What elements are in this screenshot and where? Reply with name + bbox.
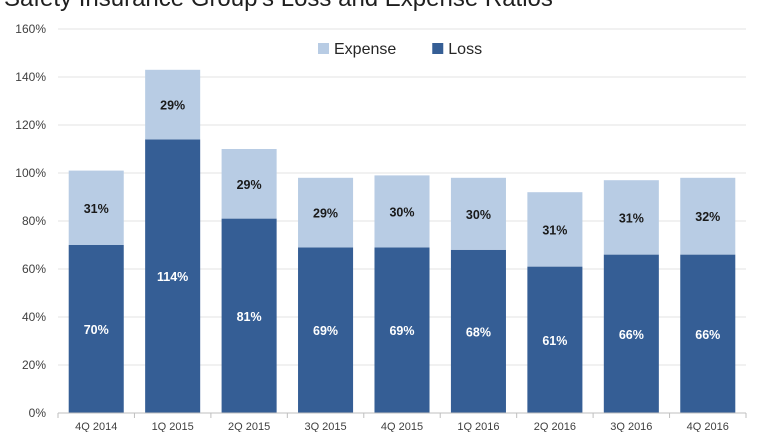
bar-loss [374, 247, 430, 413]
data-label-expense: 31% [84, 202, 109, 216]
y-tick-label: 0% [29, 406, 47, 420]
bar-expense [68, 170, 124, 245]
x-tick-label: 2Q 2015 [228, 421, 270, 432]
data-label-expense: 30% [389, 205, 414, 219]
data-label-expense: 29% [237, 178, 262, 192]
y-tick-label: 20% [22, 358, 46, 372]
legend-label-expense: Expense [334, 41, 396, 58]
bar-expense [527, 192, 583, 267]
bar-loss [450, 249, 506, 413]
y-tick-label: 140% [15, 70, 46, 84]
data-label-loss: 114% [157, 270, 188, 284]
data-label-loss: 69% [313, 324, 338, 338]
bar-loss [298, 247, 354, 413]
data-label-loss: 61% [542, 334, 567, 348]
data-label-expense: 30% [466, 208, 491, 222]
bar-expense [450, 177, 506, 250]
data-label-expense: 29% [160, 99, 185, 113]
x-tick-label: 4Q 2014 [75, 421, 117, 432]
y-tick-label: 120% [15, 118, 46, 132]
x-tick-label: 2Q 2016 [534, 421, 576, 432]
data-label-expense: 32% [695, 210, 720, 224]
data-label-loss: 81% [237, 310, 262, 324]
legend-label-loss: Loss [448, 41, 482, 58]
x-tick-label: 4Q 2016 [687, 421, 729, 432]
x-tick-label: 1Q 2015 [152, 421, 194, 432]
legend-swatch-expense [318, 43, 329, 54]
data-label-loss: 70% [84, 323, 109, 337]
x-tick-label: 3Q 2016 [610, 421, 652, 432]
y-axis-ticks: 0% 20% 40% 60% 80% 100% 120% 140% 160% [15, 22, 46, 420]
bar-expense [374, 175, 430, 248]
bar-loss [527, 266, 583, 413]
data-label-loss: 69% [389, 324, 414, 338]
bar-loss [68, 245, 124, 413]
data-label-loss: 66% [619, 328, 644, 342]
bar-expense [221, 149, 277, 219]
data-label-loss: 66% [695, 328, 720, 342]
y-tick-label: 40% [22, 310, 46, 324]
y-tick-label: 60% [22, 262, 46, 276]
bar-loss [680, 254, 736, 413]
bar-expense [145, 69, 201, 140]
x-axis-ticks: 4Q 2014 1Q 2015 2Q 2015 3Q 2015 4Q 2015 1Q 20… [57, 413, 747, 432]
chart-title: Safety Insurance Group's Loss and Expens… [4, 0, 553, 12]
y-tick-label: 80% [22, 214, 46, 228]
legend: Expense Loss [318, 41, 482, 58]
x-tick-label: 1Q 2016 [457, 421, 499, 432]
bars [68, 69, 736, 413]
x-tick-label: 3Q 2015 [304, 421, 346, 432]
bar-loss [221, 218, 277, 413]
bar-loss [603, 254, 659, 413]
bar-loss [145, 139, 201, 413]
data-label-expense: 29% [313, 207, 338, 221]
y-tick-label: 100% [15, 166, 46, 180]
data-labels: 70% 31% 114% 29% 81% 29% 69% 29% 69% 30% 68% 30% 61%… [84, 99, 721, 348]
bar-expense [680, 177, 736, 255]
data-label-expense: 31% [542, 223, 567, 237]
x-tick-label: 4Q 2015 [381, 421, 423, 432]
data-label-expense: 31% [619, 211, 644, 225]
bar-expense [298, 177, 354, 248]
bar-expense [603, 180, 659, 255]
y-tick-label: 160% [15, 22, 46, 36]
legend-swatch-loss [432, 43, 444, 54]
data-label-loss: 68% [466, 325, 491, 339]
